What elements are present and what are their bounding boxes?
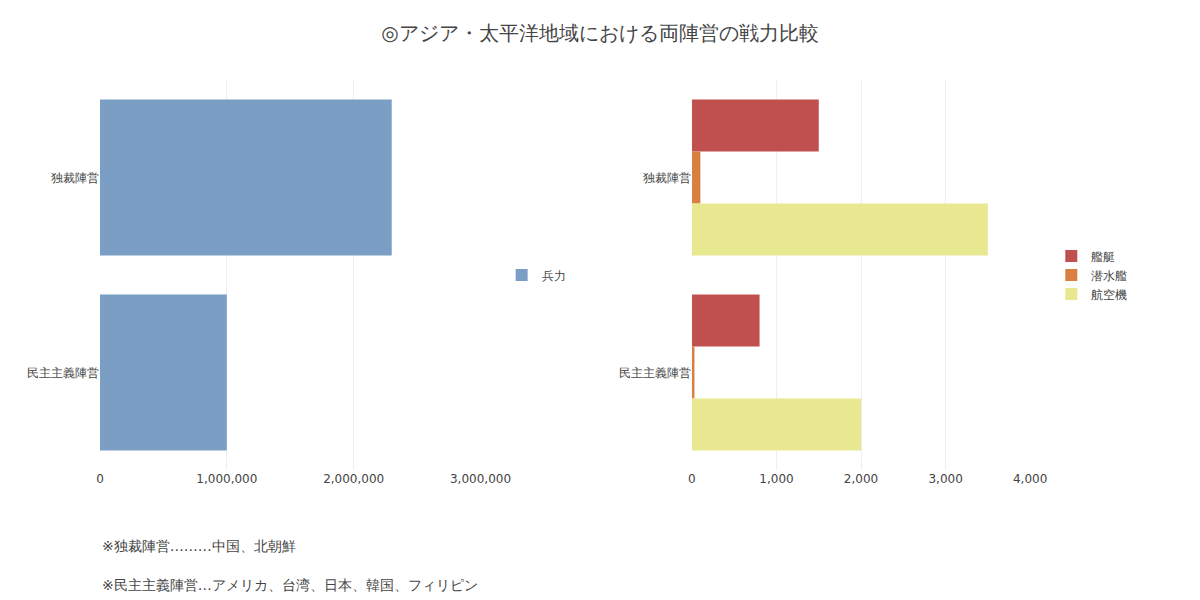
svg-text:4,000: 4,000	[1013, 472, 1047, 486]
svg-text:航空機: 航空機	[1091, 288, 1127, 302]
svg-text:2,000: 2,000	[844, 472, 878, 486]
svg-text:潜水艦: 潜水艦	[1091, 269, 1127, 283]
svg-text:艦艇: 艦艇	[1091, 250, 1115, 264]
svg-text:民主主義陣営: 民主主義陣営	[619, 366, 691, 380]
svg-text:3,000,000: 3,000,000	[450, 472, 511, 486]
svg-text:独裁陣営: 独裁陣営	[643, 171, 691, 185]
svg-text:民主主義陣営: 民主主義陣営	[27, 366, 99, 380]
svg-text:2,000,000: 2,000,000	[323, 472, 384, 486]
svg-text:兵力: 兵力	[542, 269, 566, 283]
svg-text:0: 0	[96, 472, 104, 486]
svg-text:◎アジア・太平洋地域における両陣営の戦力比較: ◎アジア・太平洋地域における両陣営の戦力比較	[381, 21, 818, 45]
svg-text:1,000,000: 1,000,000	[196, 472, 257, 486]
svg-text:※民主主義陣営…アメリカ、台湾、日本、韓国、フィリピン: ※民主主義陣営…アメリカ、台湾、日本、韓国、フィリピン	[102, 577, 478, 593]
svg-text:3,000: 3,000	[928, 472, 962, 486]
svg-text:0: 0	[688, 472, 696, 486]
svg-text:※独裁陣営………中国、北朝鮮: ※独裁陣営………中国、北朝鮮	[102, 538, 296, 554]
svg-text:1,000: 1,000	[759, 472, 793, 486]
svg-text:独裁陣営: 独裁陣営	[51, 171, 99, 185]
